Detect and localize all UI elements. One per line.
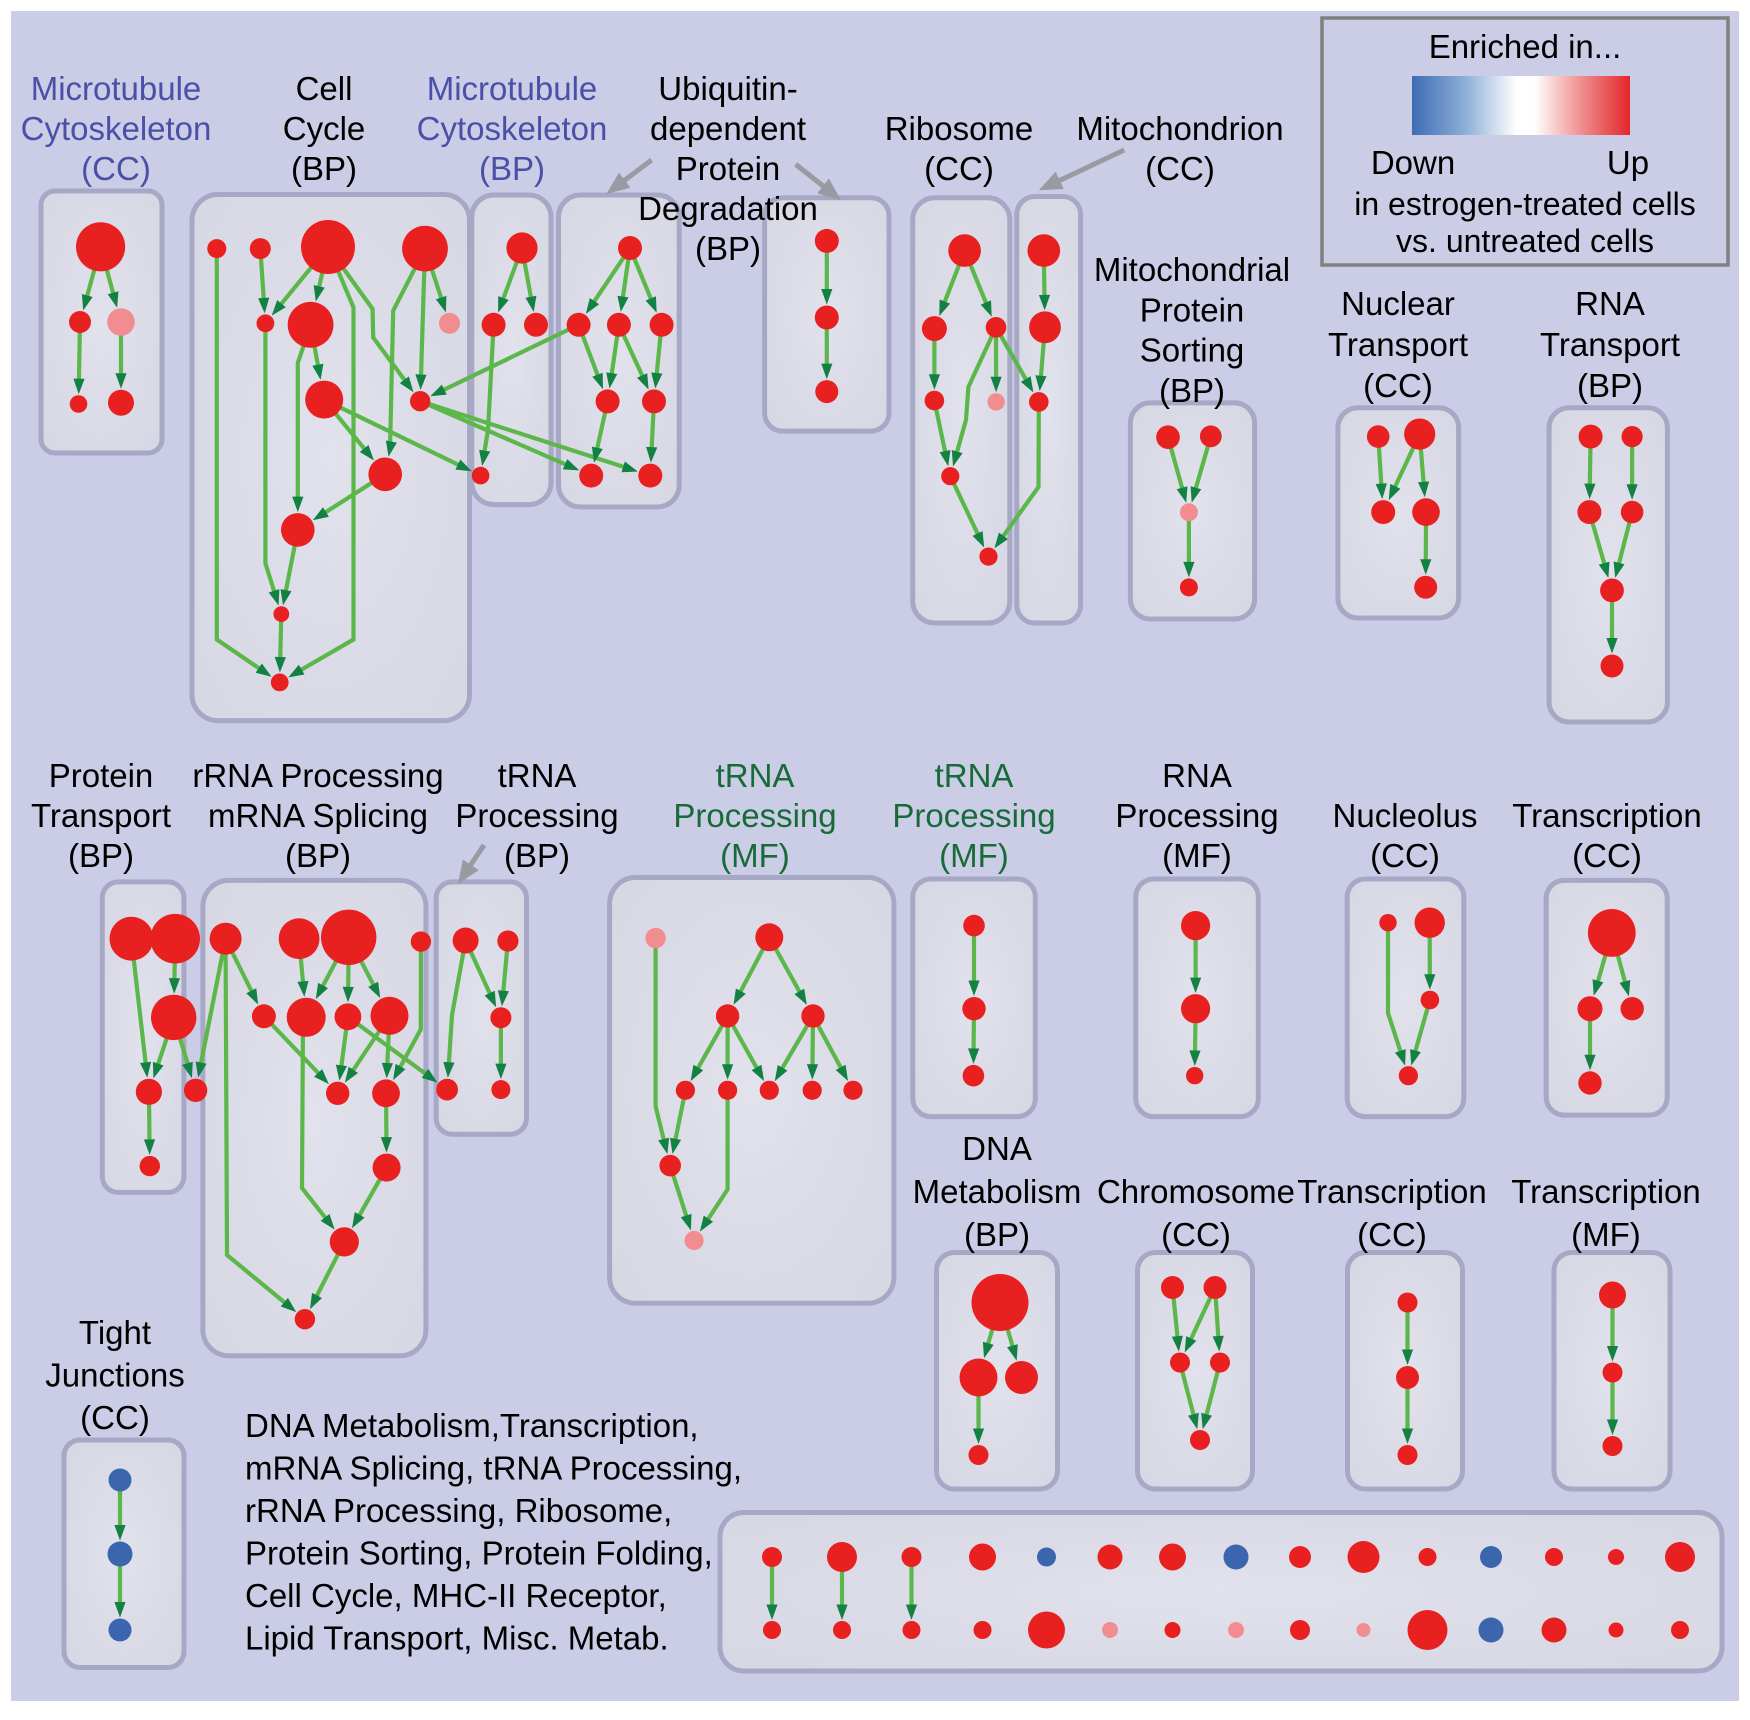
svg-text:Transport: Transport <box>1540 326 1680 363</box>
svg-text:Processing: Processing <box>892 797 1055 834</box>
svg-text:tRNA: tRNA <box>716 757 795 794</box>
svg-text:Mitochondrion: Mitochondrion <box>1076 110 1283 147</box>
svg-text:Transport: Transport <box>31 797 171 834</box>
svg-text:tRNA: tRNA <box>935 757 1014 794</box>
svg-text:Up: Up <box>1607 144 1649 181</box>
svg-text:(MF): (MF) <box>1571 1216 1641 1253</box>
svg-text:RNA: RNA <box>1575 285 1645 322</box>
svg-text:Processing: Processing <box>673 797 836 834</box>
svg-text:Transport: Transport <box>1328 326 1468 363</box>
svg-text:Cell Cycle, MHC-II Receptor,: Cell Cycle, MHC-II Receptor, <box>245 1577 667 1614</box>
svg-text:(BP): (BP) <box>1159 372 1225 409</box>
svg-text:Microtubule: Microtubule <box>31 70 202 107</box>
svg-text:Transcription: Transcription <box>1512 797 1702 834</box>
svg-text:Protein: Protein <box>1140 291 1245 328</box>
svg-text:Protein: Protein <box>49 757 154 794</box>
svg-text:(CC): (CC) <box>924 150 994 187</box>
svg-text:Processing: Processing <box>455 797 618 834</box>
svg-text:Junctions: Junctions <box>45 1357 184 1394</box>
svg-text:rRNA Processing, Ribosome,: rRNA Processing, Ribosome, <box>245 1492 672 1529</box>
svg-text:Chromosome: Chromosome <box>1097 1173 1295 1210</box>
svg-text:(BP): (BP) <box>695 230 761 267</box>
svg-text:Nuclear: Nuclear <box>1341 285 1455 322</box>
svg-text:(MF): (MF) <box>720 837 790 874</box>
svg-text:(BP): (BP) <box>504 837 570 874</box>
svg-text:vs. untreated cells: vs. untreated cells <box>1396 223 1654 259</box>
svg-text:Mitochondrial: Mitochondrial <box>1094 251 1290 288</box>
svg-text:(BP): (BP) <box>964 1216 1030 1253</box>
svg-text:in estrogen-treated cells: in estrogen-treated cells <box>1354 186 1696 222</box>
svg-text:Cell: Cell <box>296 70 353 107</box>
svg-text:(BP): (BP) <box>479 150 545 187</box>
svg-text:Down: Down <box>1371 144 1455 181</box>
svg-text:(BP): (BP) <box>291 150 357 187</box>
svg-text:Tight: Tight <box>79 1314 151 1351</box>
svg-text:(MF): (MF) <box>1162 837 1232 874</box>
svg-text:(CC): (CC) <box>1161 1216 1231 1253</box>
svg-text:mRNA Splicing: mRNA Splicing <box>208 797 428 834</box>
svg-text:Protein Sorting, Protein Foldi: Protein Sorting, Protein Folding, <box>245 1535 713 1572</box>
svg-text:tRNA: tRNA <box>498 757 577 794</box>
svg-text:Degradation: Degradation <box>638 190 818 227</box>
svg-text:Metabolism: Metabolism <box>913 1173 1082 1210</box>
svg-text:DNA Metabolism,Transcription,: DNA Metabolism,Transcription, <box>245 1407 699 1444</box>
svg-text:DNA: DNA <box>962 1130 1032 1167</box>
svg-text:(MF): (MF) <box>939 837 1009 874</box>
svg-text:Processing: Processing <box>1115 797 1278 834</box>
svg-text:mRNA Splicing, tRNA Processing: mRNA Splicing, tRNA Processing, <box>245 1450 742 1487</box>
svg-text:(CC): (CC) <box>1363 367 1433 404</box>
svg-text:dependent: dependent <box>650 110 806 147</box>
svg-text:(BP): (BP) <box>1577 367 1643 404</box>
svg-text:Microtubule: Microtubule <box>427 70 598 107</box>
svg-text:Sorting: Sorting <box>1140 332 1245 369</box>
svg-text:(CC): (CC) <box>1145 150 1215 187</box>
svg-text:(CC): (CC) <box>1370 837 1440 874</box>
svg-text:(CC): (CC) <box>1357 1216 1427 1253</box>
svg-text:(CC): (CC) <box>80 1399 150 1436</box>
svg-text:Cytoskeleton: Cytoskeleton <box>21 110 212 147</box>
svg-text:rRNA Processing: rRNA Processing <box>192 757 443 794</box>
svg-text:Ribosome: Ribosome <box>885 110 1034 147</box>
svg-text:Nucleolus: Nucleolus <box>1333 797 1478 834</box>
svg-text:Transcription: Transcription <box>1511 1173 1701 1210</box>
svg-text:Ubiquitin-: Ubiquitin- <box>658 70 797 107</box>
svg-text:Lipid Transport, Misc. Metab.: Lipid Transport, Misc. Metab. <box>245 1620 669 1657</box>
svg-text:(CC): (CC) <box>1572 837 1642 874</box>
svg-text:(BP): (BP) <box>68 837 134 874</box>
svg-text:(CC): (CC) <box>81 150 151 187</box>
svg-text:Cytoskeleton: Cytoskeleton <box>417 110 608 147</box>
svg-text:Cycle: Cycle <box>283 110 366 147</box>
svg-text:RNA: RNA <box>1162 757 1232 794</box>
svg-text:Protein: Protein <box>676 150 781 187</box>
svg-text:(BP): (BP) <box>285 837 351 874</box>
svg-text:Transcription: Transcription <box>1297 1173 1487 1210</box>
svg-text:Enriched in...: Enriched in... <box>1429 28 1622 65</box>
